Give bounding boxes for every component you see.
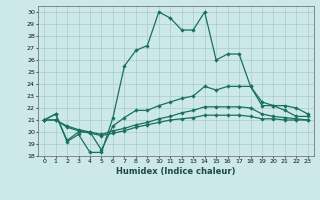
X-axis label: Humidex (Indice chaleur): Humidex (Indice chaleur)	[116, 167, 236, 176]
